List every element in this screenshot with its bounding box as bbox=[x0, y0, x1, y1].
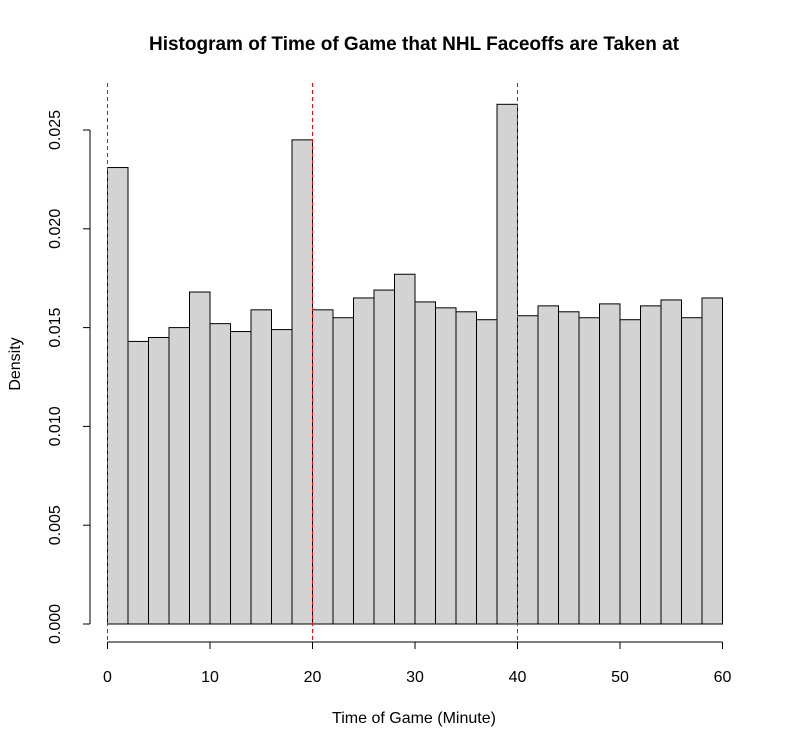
y-axis-ticks: 0.000 0.005 0.010 0.015 0.020 0.025 bbox=[47, 110, 90, 644]
x-axis: 0 10 20 30 40 50 60 bbox=[103, 641, 732, 686]
histogram-bar bbox=[230, 331, 252, 625]
histogram-bar bbox=[209, 323, 231, 625]
y-axis-label: Density bbox=[7, 337, 24, 390]
x-tick-label: 50 bbox=[611, 669, 629, 686]
histogram-bar bbox=[148, 336, 170, 625]
histogram-bar bbox=[312, 309, 334, 625]
y-axis: 0.000 0.005 0.010 0.015 0.020 0.025 bbox=[47, 110, 91, 644]
histogram-bar bbox=[435, 307, 457, 625]
histogram-bar bbox=[373, 289, 395, 625]
histogram-bar bbox=[455, 311, 477, 625]
histogram-bar bbox=[414, 301, 436, 625]
histogram-bar bbox=[189, 291, 211, 625]
histogram-bar bbox=[394, 273, 416, 625]
period-reference-lines bbox=[107, 83, 518, 642]
x-axis-ticks: 0 10 20 30 40 50 60 bbox=[103, 642, 732, 686]
histogram-bar bbox=[291, 139, 313, 625]
histogram-bar bbox=[271, 329, 293, 625]
histogram-bar bbox=[701, 297, 723, 625]
histogram-bar bbox=[332, 317, 354, 625]
histogram-bar bbox=[619, 319, 641, 625]
x-tick-label: 60 bbox=[714, 669, 732, 686]
y-tick-label: 0.025 bbox=[47, 110, 64, 150]
histogram-bars bbox=[107, 103, 723, 625]
histogram-bar bbox=[660, 299, 682, 625]
histogram-bar bbox=[578, 317, 600, 625]
histogram-bar bbox=[517, 315, 539, 625]
histogram-bar bbox=[537, 305, 559, 625]
y-tick-label: 0.000 bbox=[47, 604, 64, 644]
histogram-bar bbox=[127, 340, 149, 625]
x-tick-label: 40 bbox=[509, 669, 527, 686]
x-tick-label: 20 bbox=[304, 669, 322, 686]
histogram-bar bbox=[250, 309, 272, 625]
x-tick-label: 30 bbox=[406, 669, 424, 686]
y-tick-label: 0.010 bbox=[47, 406, 64, 446]
chart-title: Histogram of Time of Game that NHL Faceo… bbox=[149, 34, 680, 55]
histogram-bar bbox=[168, 327, 190, 625]
histogram-bar bbox=[476, 319, 498, 625]
histogram-bar bbox=[353, 297, 375, 625]
x-tick-label: 0 bbox=[103, 669, 112, 686]
histogram-bar bbox=[107, 167, 129, 625]
histogram-bar bbox=[640, 305, 662, 625]
y-tick-label: 0.020 bbox=[47, 209, 64, 249]
histogram-bar bbox=[496, 103, 518, 625]
histogram-bar bbox=[681, 317, 703, 625]
x-axis-label: Time of Game (Minute) bbox=[332, 710, 496, 727]
y-tick-label: 0.015 bbox=[47, 307, 64, 347]
x-tick-label: 10 bbox=[201, 669, 219, 686]
histogram-bar bbox=[558, 311, 580, 625]
y-tick-label: 0.005 bbox=[47, 505, 64, 545]
histogram-bar bbox=[599, 303, 621, 625]
